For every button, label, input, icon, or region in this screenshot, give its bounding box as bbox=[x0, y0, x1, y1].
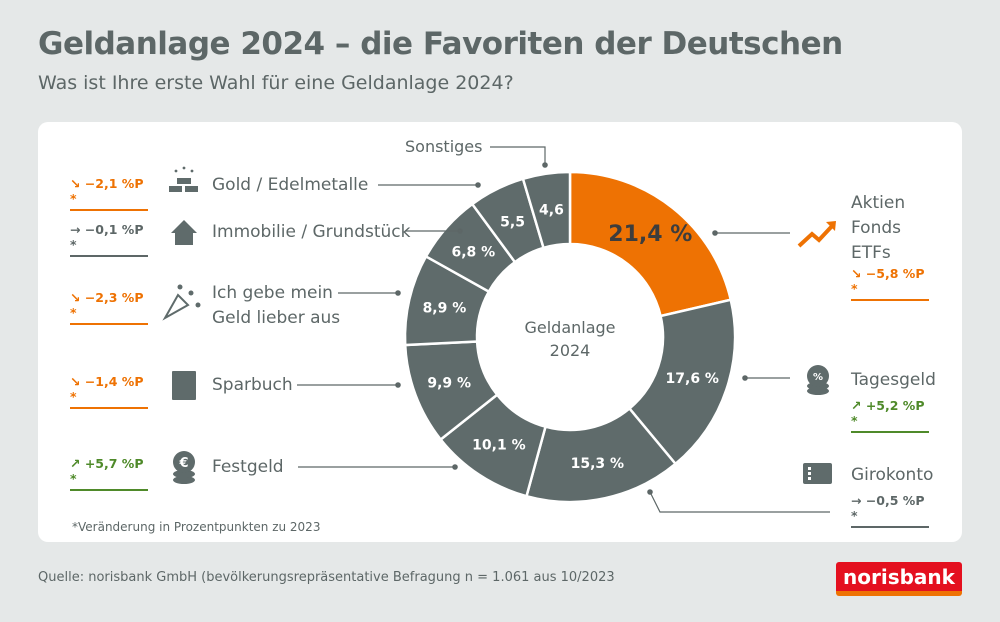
data-label: 9,9 % bbox=[427, 375, 471, 391]
label-line: ETFs bbox=[851, 243, 891, 263]
gold-bars-icon bbox=[169, 166, 198, 192]
donut-slice bbox=[627, 298, 737, 466]
norisbank-logo: norisbank bbox=[836, 562, 962, 596]
label-immobilie: Immobilie / Grundstück bbox=[212, 222, 411, 242]
change-gold: ↘ −2,1 %P * bbox=[70, 176, 148, 211]
data-label: 5,5 bbox=[500, 214, 525, 230]
label-line: Aktien bbox=[851, 193, 906, 213]
party-popper-icon bbox=[162, 284, 201, 321]
data-label: 4,6 bbox=[539, 202, 564, 218]
label-line: Ich gebe mein bbox=[212, 283, 333, 303]
label-gold: Gold / Edelmetalle bbox=[212, 175, 369, 195]
change-immobilie: → −0,1 %P * bbox=[70, 222, 148, 257]
label-sparbuch: Sparbuch bbox=[212, 375, 293, 395]
donut-slice bbox=[568, 170, 733, 318]
label-girokonto: Girokonto bbox=[851, 465, 934, 485]
trend-up-icon bbox=[797, 221, 836, 248]
label-ausgeben: Ich gebe mein Geld lieber aus bbox=[212, 281, 340, 331]
savings-book-icon bbox=[172, 371, 196, 400]
page-subtitle: Was ist Ihre erste Wahl für eine Geldanl… bbox=[38, 72, 514, 94]
svg-text:€: € bbox=[178, 456, 188, 471]
donut-slice bbox=[521, 170, 572, 250]
svg-text:%: % bbox=[813, 372, 823, 383]
data-label: 6,8 % bbox=[451, 245, 495, 261]
change-tagesgeld: ↗ +5,2 %P * bbox=[851, 398, 929, 433]
change-aktien: ↘ −5,8 %P * bbox=[851, 266, 929, 301]
source: Quelle: norisbank GmbH (bevölkerungsrepr… bbox=[38, 570, 615, 585]
label-tagesgeld: Tagesgeld bbox=[851, 370, 936, 390]
euro-coins-icon: € bbox=[173, 451, 195, 484]
percent-coins-icon: % bbox=[807, 365, 829, 395]
data-label: 10,1 % bbox=[472, 438, 525, 454]
data-label: 17,6 % bbox=[666, 371, 719, 387]
house-icon bbox=[171, 220, 197, 245]
change-ausgeben: ↘ −2,3 %P * bbox=[70, 290, 148, 325]
label-aktien: Aktien Fonds ETFs bbox=[851, 191, 905, 266]
footnote: *Veränderung in Prozentpunkten zu 2023 bbox=[72, 520, 321, 534]
change-girokonto: → −0,5 %P * bbox=[851, 493, 929, 528]
card-icon bbox=[803, 463, 832, 484]
page-title: Geldanlage 2024 – die Favoriten der Deut… bbox=[38, 26, 843, 62]
change-sparbuch: ↘ −1,4 %P * bbox=[70, 374, 148, 409]
change-festgeld: ↗ +5,7 %P * bbox=[70, 456, 148, 491]
data-label: 21,4 % bbox=[608, 222, 692, 247]
center-line-2: 2024 bbox=[549, 341, 591, 360]
label-line: Geld lieber aus bbox=[212, 308, 341, 328]
donut-center-label: Geldanlage 2024 bbox=[524, 316, 616, 362]
center-line-1: Geldanlage bbox=[524, 318, 616, 337]
label-line: Fonds bbox=[851, 218, 901, 238]
label-festgeld: Festgeld bbox=[212, 457, 284, 477]
data-label: 15,3 % bbox=[571, 456, 624, 472]
leader-lines bbox=[297, 146, 830, 513]
data-label: 8,9 % bbox=[423, 301, 467, 317]
label-sonstiges: Sonstiges bbox=[405, 137, 483, 156]
